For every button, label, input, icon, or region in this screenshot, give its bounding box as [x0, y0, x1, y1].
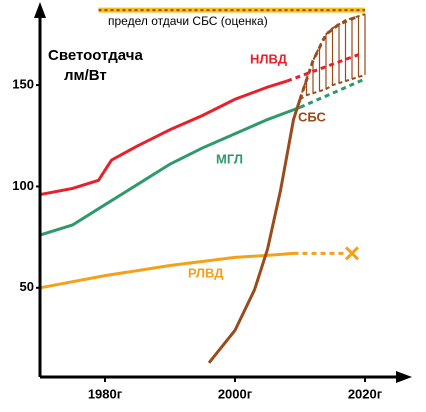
y-tick-label: 100 [12, 178, 34, 193]
x-axis-arrow [396, 371, 412, 383]
y-tick-label: 50 [20, 279, 34, 294]
series-line [39, 105, 301, 237]
series-label: РЛВД [188, 265, 224, 280]
series-label: НЛВД [250, 51, 288, 66]
y-axis-label: Светоотдача [48, 47, 143, 64]
y-axis-label: лм/Вт [64, 67, 107, 84]
forecast-line [286, 53, 360, 83]
forecast-line [298, 14, 360, 100]
band-lower [299, 73, 366, 101]
series-line [39, 251, 294, 290]
x-tick-label: 1980г [88, 386, 123, 401]
series-line [39, 79, 288, 197]
forecast-line [299, 77, 366, 109]
series-label: СБС [298, 109, 327, 124]
series-line [207, 98, 302, 364]
x-tick-label: 2020г [348, 386, 383, 401]
y-axis-arrow [34, 2, 46, 18]
y-tick-label: 150 [12, 77, 34, 92]
series-label: МГЛ [216, 151, 243, 166]
limit-label: предел отдачи СБС (оценка) [108, 14, 268, 28]
target-mark [344, 246, 360, 261]
x-tick-label: 2000г [218, 386, 253, 401]
band-upper [299, 13, 366, 100]
